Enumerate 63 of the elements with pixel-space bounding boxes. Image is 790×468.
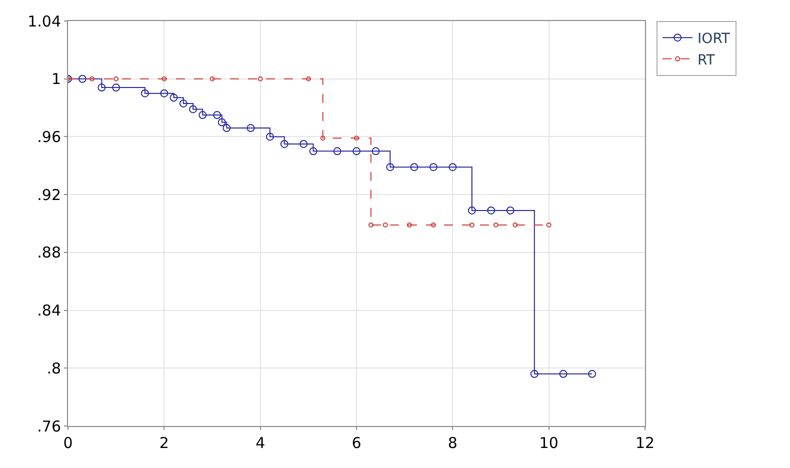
x-tick-label: 4 [256,434,266,452]
point [246,124,255,132]
point [448,163,457,172]
point [210,76,215,82]
point [114,76,119,82]
point [559,370,568,378]
point [266,132,274,141]
y-tick-label: .92 [37,186,61,204]
point [162,76,167,82]
point [112,84,120,92]
point [352,147,360,156]
point [309,147,318,156]
point [354,136,359,141]
y-tick-label: .96 [37,128,61,146]
point [140,89,149,98]
point [493,222,498,228]
x-tick-label: 12 [635,434,655,452]
point [280,140,288,148]
point [320,136,326,141]
y-tick-label: .76 [37,417,61,436]
y-tick-label: .84 [37,302,61,320]
point [189,105,198,114]
x-tick-label: 8 [448,434,458,452]
point [222,124,231,132]
point [429,163,438,172]
point [300,140,308,148]
point [90,76,95,82]
point [512,222,518,228]
point [468,206,476,214]
point [506,206,514,214]
point [386,163,394,172]
point [213,111,222,120]
point [410,163,418,172]
x-tick-label: 6 [352,434,362,452]
y-tick-label: 1.04 [28,12,61,30]
point [333,147,342,156]
x-tick-label: 0 [63,434,73,452]
point [306,76,311,82]
point [98,84,106,92]
y-tick-label: .88 [37,244,61,262]
point [170,94,178,102]
point [530,370,538,378]
point [588,370,596,378]
point [78,74,86,83]
point [258,76,263,82]
y-tick-label: 1 [51,70,61,88]
legend-label: IORT [698,31,730,48]
x-tick-label: 2 [159,434,169,452]
point [218,118,226,126]
x-tick-label: 10 [539,434,558,452]
point [198,111,207,120]
point [160,89,168,98]
point [487,206,496,214]
point [179,99,188,108]
point [430,222,436,228]
point [546,222,552,228]
point [382,222,388,228]
point [372,147,380,156]
point [406,222,412,228]
legend-label: RT [698,52,716,68]
point [469,222,474,228]
point [368,222,374,228]
y-tick-label: .8 [46,359,61,378]
